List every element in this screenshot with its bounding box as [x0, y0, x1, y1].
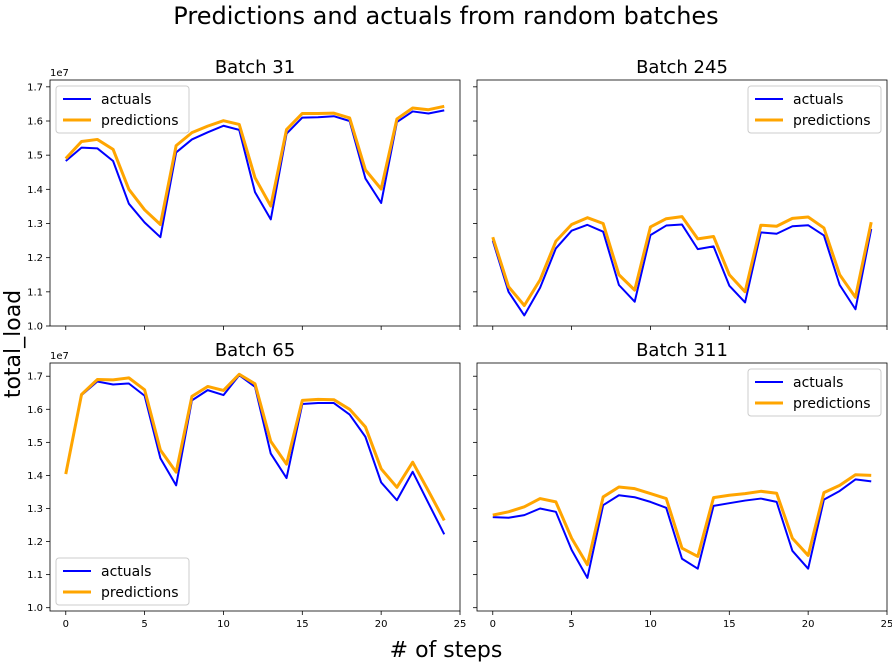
- y-tick-label: 1.6: [27, 117, 43, 128]
- x-tick-label: 0: [490, 619, 496, 630]
- legend-label-predictions: predictions: [793, 113, 871, 129]
- x-tick-label: 10: [217, 619, 230, 630]
- axis-offset-label: 1e7: [50, 351, 69, 362]
- y-tick-label: 1.2: [27, 253, 43, 264]
- y-tick-label: 1.4: [27, 471, 43, 482]
- plot-frame: [476, 79, 888, 327]
- panel-title: Batch 311: [636, 340, 728, 361]
- series-line-actuals: [65, 109, 445, 239]
- x-axis-label: # of steps: [389, 638, 503, 663]
- y-tick-label: 1.0: [27, 322, 43, 333]
- axis-offset-label: 1e7: [50, 68, 69, 79]
- series-line-actuals: [492, 478, 872, 579]
- y-tick-label: 1.1: [27, 570, 43, 581]
- legend-label-predictions: predictions: [101, 113, 179, 129]
- y-tick-label: 1.7: [27, 372, 43, 383]
- y-tick-label: 1.7: [27, 82, 43, 93]
- x-tick-label: 15: [296, 619, 309, 630]
- x-tick-label: 10: [644, 619, 657, 630]
- series-line-predictions: [64, 372, 446, 522]
- series-line-predictions: [64, 104, 445, 227]
- panel-title: Batch 65: [215, 340, 295, 361]
- y-tick-label: 1.3: [27, 504, 43, 515]
- panel-0: Batch 31 1e7 1.0 1.1 1.2 1.3 1.4 1.5 1.6 1.7 actua…: [27, 57, 461, 333]
- x-tick-label: 0: [63, 619, 69, 630]
- legend: actuals predictions: [747, 368, 882, 417]
- x-tick-label: 20: [375, 619, 388, 630]
- plot-frame: [49, 79, 461, 327]
- legend-label-actuals: actuals: [793, 375, 843, 391]
- panel-title: Batch 31: [215, 57, 295, 78]
- y-tick-label: 1.6: [27, 405, 43, 416]
- legend-label-predictions: predictions: [793, 396, 871, 412]
- x-tick-label: 25: [881, 619, 892, 630]
- legend: actuals predictions: [55, 85, 190, 134]
- legend-label-actuals: actuals: [101, 564, 151, 580]
- legend-label-actuals: actuals: [793, 92, 843, 108]
- x-tick-label: 5: [141, 619, 147, 630]
- panel-3: Batch 311 0 5 10 15 20 25 actuals predictions: [473, 340, 892, 630]
- x-tick-label: 25: [454, 619, 467, 630]
- legend: actuals predictions: [747, 85, 882, 134]
- y-tick-label: 1.0: [27, 603, 43, 614]
- panel-2: Batch 65 1e7 1.0 1.1 1.2 1.3 1.4 1.5 1.6 1.7 0 5 10 1…: [27, 340, 466, 630]
- y-tick-label: 1.1: [27, 287, 43, 298]
- x-tick-label: 5: [568, 619, 574, 630]
- legend-label-predictions: predictions: [101, 585, 179, 601]
- x-tick-label: 15: [723, 619, 736, 630]
- figure-title: Predictions and actuals from random batc…: [173, 2, 719, 30]
- panel-1: Batch 245 actuals predictions: [473, 57, 888, 330]
- y-tick-label: 1.5: [27, 151, 43, 162]
- y-tick-label: 1.2: [27, 537, 43, 548]
- panel-title: Batch 245: [636, 57, 728, 78]
- y-tick-label: 1.3: [27, 219, 43, 230]
- series-line-actuals: [64, 374, 446, 535]
- x-tick-label: 20: [802, 619, 815, 630]
- plot-frame: [49, 362, 461, 612]
- series-line-predictions: [492, 473, 872, 567]
- series-line-actuals: [491, 223, 873, 317]
- y-tick-label: 1.5: [27, 438, 43, 449]
- plot-frame: [476, 362, 888, 612]
- y-axis-label: total_load: [1, 289, 26, 399]
- legend-label-actuals: actuals: [101, 92, 151, 108]
- series-line-predictions: [491, 215, 873, 307]
- y-tick-label: 1.4: [27, 185, 43, 196]
- legend: actuals predictions: [55, 557, 190, 606]
